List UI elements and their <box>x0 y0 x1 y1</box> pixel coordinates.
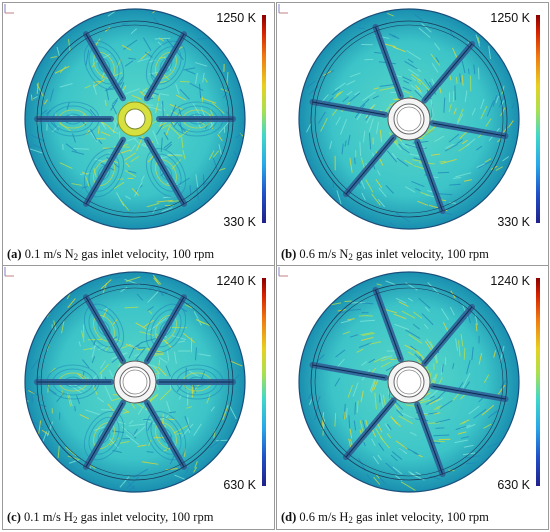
flow-field-d <box>298 271 520 493</box>
colorbar-a <box>262 15 266 223</box>
hub <box>387 97 431 141</box>
caption-a: (a) 0.1 m/s N2 gas inlet velocity, 100 r… <box>7 247 272 262</box>
hub <box>117 101 153 137</box>
rings <box>298 8 520 230</box>
spokes <box>309 286 509 478</box>
temp-max-b: 1250 K <box>490 11 530 25</box>
caption-subscript-c: 2 <box>72 515 78 525</box>
panel-a: 1250 K 330 K (a) 0.1 m/s N2 gas inlet ve… <box>2 2 275 267</box>
caption-text-d: 0.6 m/s H <box>299 510 349 524</box>
caption-letter-d: (d) <box>281 510 297 524</box>
spokes <box>309 23 509 215</box>
temp-min-c: 630 K <box>223 478 256 492</box>
caption-subscript-a: 2 <box>73 252 79 262</box>
caption-c: (c) 0.1 m/s H2 gas inlet velocity, 100 r… <box>7 510 272 525</box>
panel-b: 1250 K 330 K (b) 0.6 m/s N2 gas inlet ve… <box>276 2 549 267</box>
panel-d: 1240 K 630 K (d) 0.6 m/s H2 gas inlet ve… <box>276 265 549 530</box>
rings <box>24 271 246 493</box>
caption-subscript-b: 2 <box>348 252 353 262</box>
colorbar-b <box>536 15 540 223</box>
rings <box>24 8 246 230</box>
rings <box>298 271 520 493</box>
caption-suffix-c: gas inlet velocity, 100 rpm <box>80 510 214 524</box>
caption-subscript-d: 2 <box>348 515 353 525</box>
hub <box>113 360 157 404</box>
spokes <box>34 294 236 470</box>
caption-suffix-d: gas inlet velocity, 100 rpm <box>356 510 489 524</box>
temp-max-a: 1250 K <box>216 11 256 25</box>
spokes <box>34 31 236 207</box>
axis-triad-b <box>278 4 288 14</box>
flow-field-c <box>24 271 246 493</box>
hub <box>387 360 431 404</box>
caption-suffix-b: gas inlet velocity, 100 rpm <box>356 247 489 261</box>
axis-triad-c <box>4 267 14 277</box>
temp-max-c: 1240 K <box>216 274 256 288</box>
caption-text-a: 0.1 m/s N <box>24 247 74 261</box>
temp-min-d: 630 K <box>497 478 530 492</box>
flow-field-b <box>298 8 520 230</box>
temp-min-b: 330 K <box>497 215 530 229</box>
axis-triad-d <box>278 267 288 277</box>
axis-triad-a <box>4 4 14 14</box>
colorbar-d <box>536 278 540 486</box>
caption-d: (d) 0.6 m/s H2 gas inlet velocity, 100 r… <box>281 510 546 525</box>
caption-text-c: 0.1 m/s H <box>24 510 73 524</box>
caption-suffix-a: gas inlet velocity, 100 rpm <box>81 247 215 261</box>
caption-b: (b) 0.6 m/s N2 gas inlet velocity, 100 r… <box>281 247 546 262</box>
caption-text-b: 0.6 m/s N <box>299 247 349 261</box>
caption-letter-b: (b) <box>281 247 297 261</box>
temp-max-d: 1240 K <box>490 274 530 288</box>
temp-min-a: 330 K <box>223 215 256 229</box>
caption-letter-a: (a) <box>7 247 22 261</box>
colorbar-c <box>262 278 266 486</box>
caption-letter-c: (c) <box>7 510 21 524</box>
flow-field-a <box>24 8 246 230</box>
panel-c: 1240 K 630 K (c) 0.1 m/s H2 gas inlet ve… <box>2 265 275 530</box>
